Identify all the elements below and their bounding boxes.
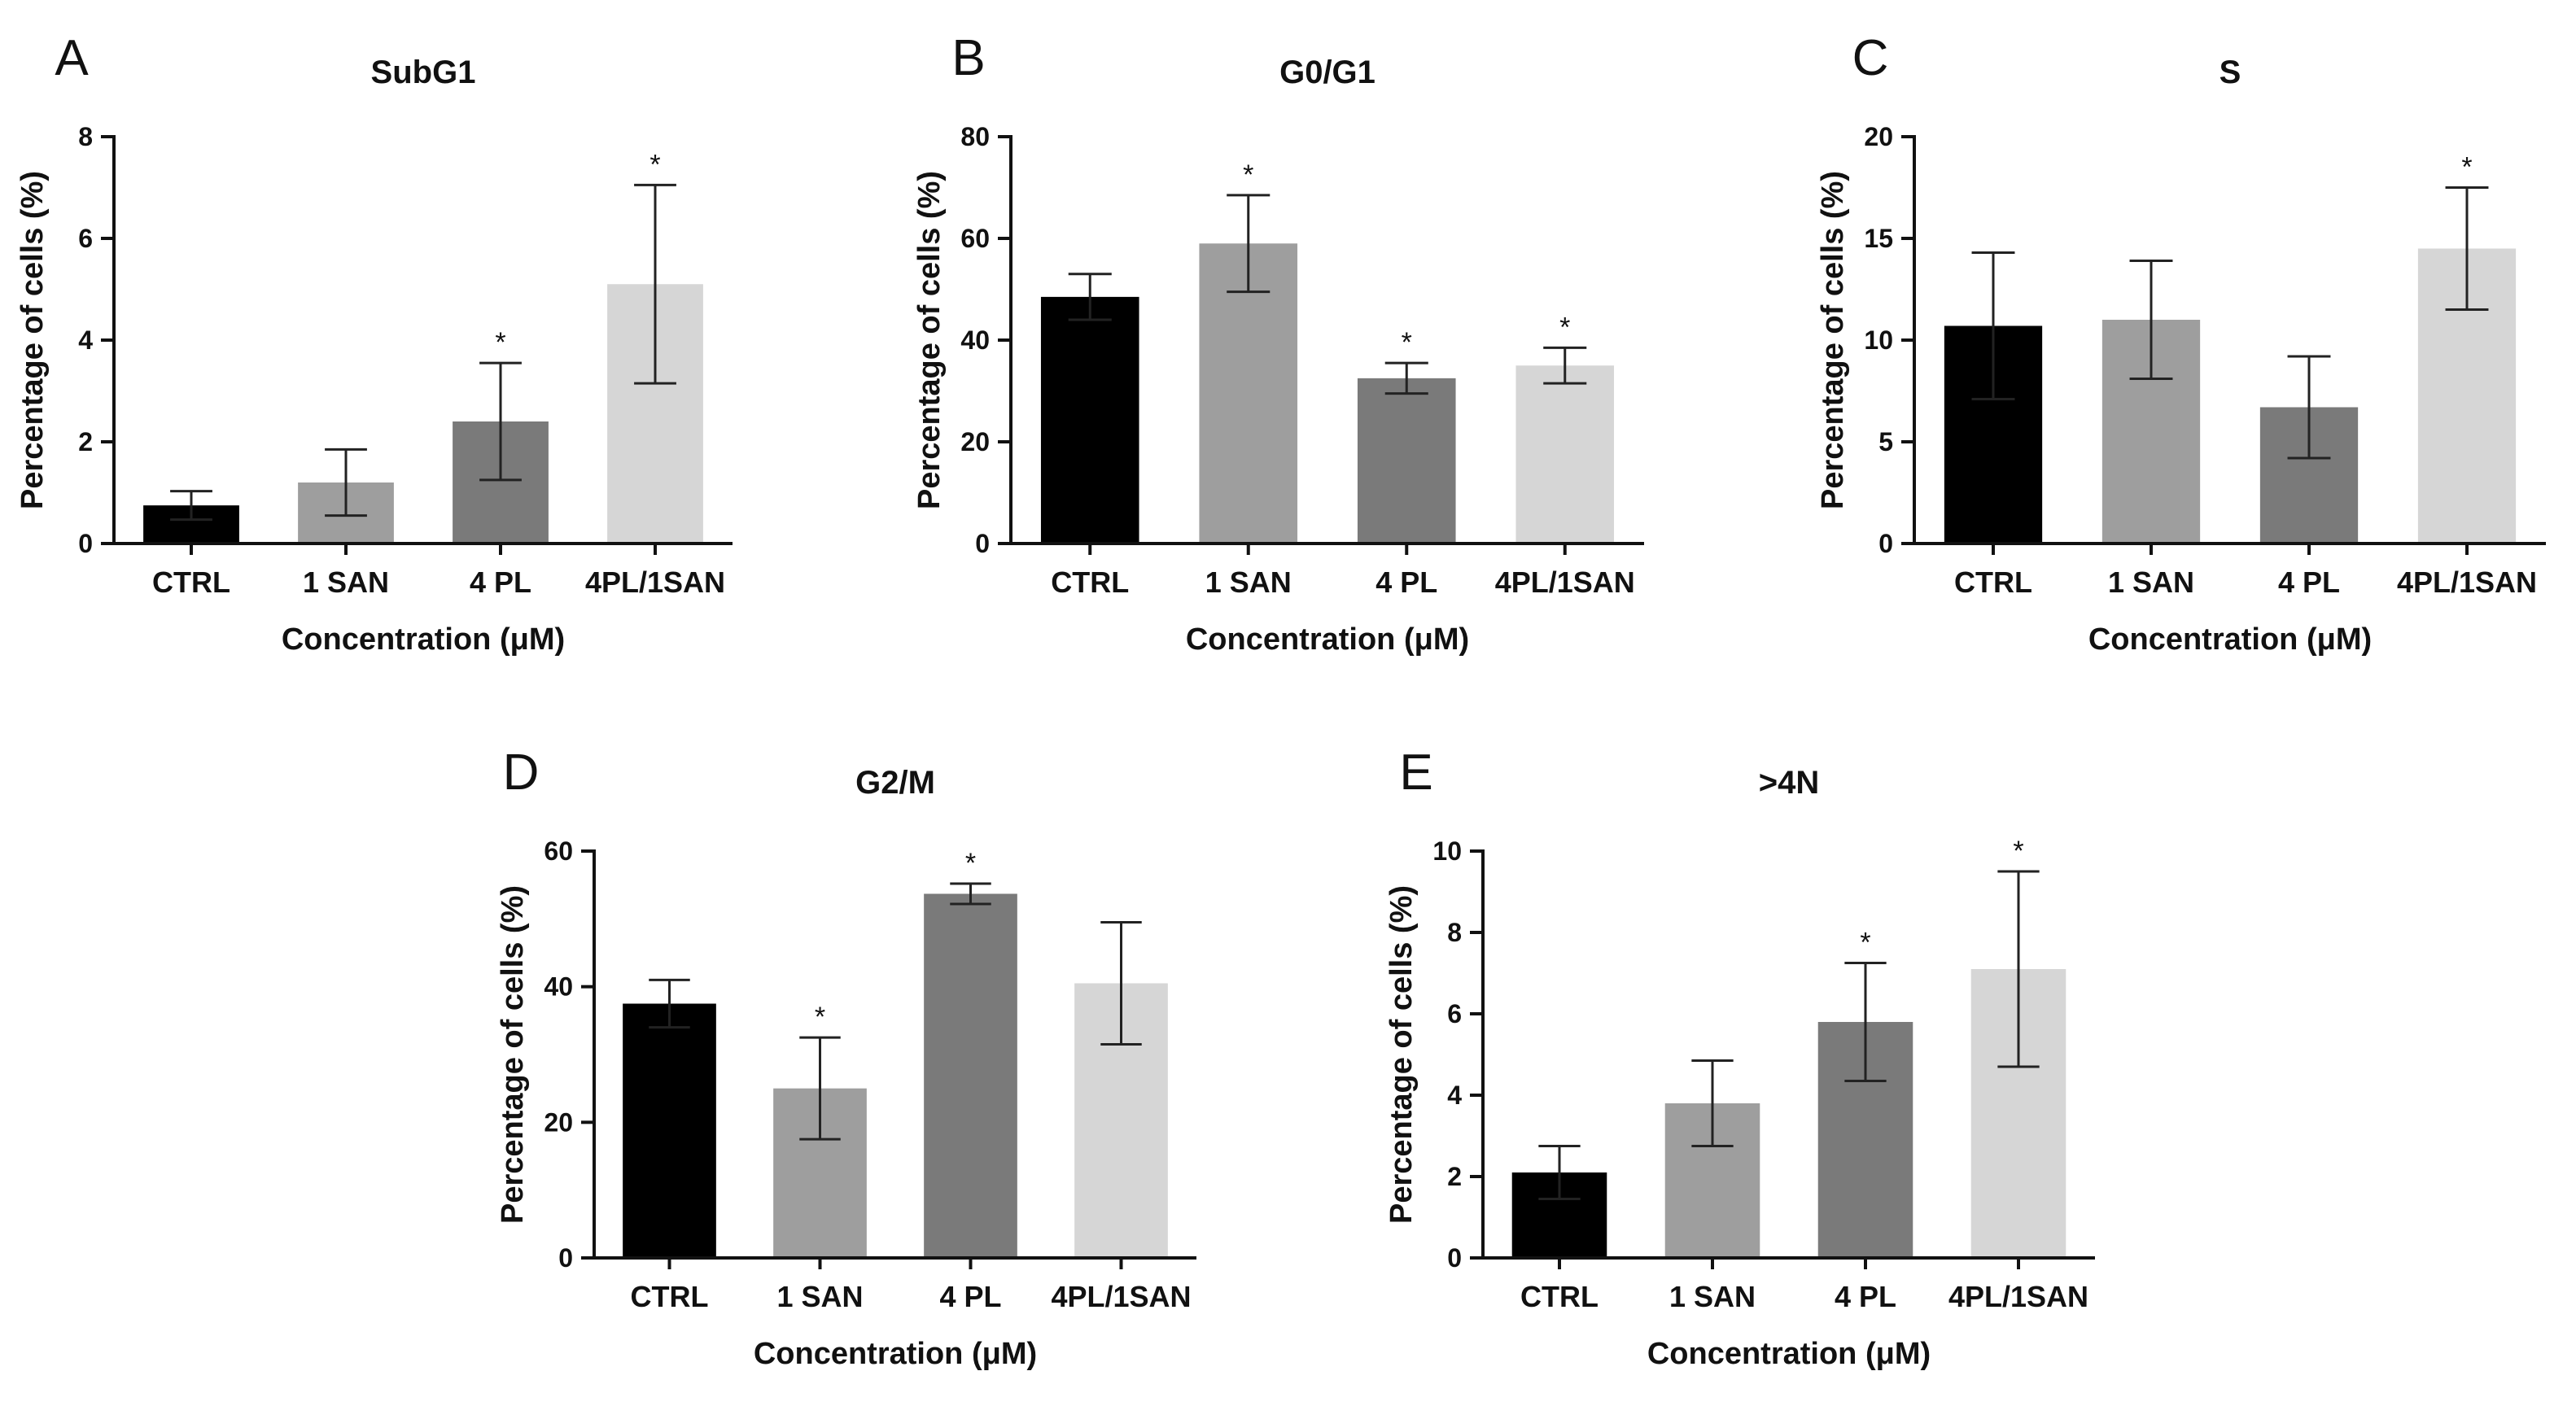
y-tick-label: 0 (558, 1243, 573, 1273)
y-tick-label: 20 (1864, 122, 1893, 151)
y-tick-label: 10 (1864, 325, 1893, 355)
x-tick-label: CTRL (631, 1280, 709, 1313)
chart-title: SubG1 (371, 55, 476, 90)
panel-letter: D (503, 744, 540, 801)
y-tick-label: 4 (78, 325, 93, 355)
x-tick-label: 1 SAN (776, 1280, 863, 1313)
significance-mark: * (965, 848, 976, 879)
y-tick-label: 60 (960, 224, 990, 253)
bar-4-pl (1357, 378, 1456, 544)
y-tick-label: 0 (1447, 1243, 1462, 1273)
y-tick-label: 60 (544, 836, 573, 866)
significance-mark: * (1402, 327, 1412, 358)
x-tick-label: 4PL/1SAN (2397, 565, 2537, 599)
y-tick-label: 40 (960, 325, 990, 355)
x-tick-label: 1 SAN (1205, 565, 1292, 599)
significance-mark: * (1559, 312, 1570, 343)
y-tick-label: 6 (1447, 999, 1462, 1028)
x-tick-label: 4 PL (939, 1280, 1001, 1313)
x-tick-label: 4PL/1SAN (585, 565, 725, 599)
significance-mark: * (1243, 159, 1253, 190)
y-tick-label: 6 (78, 224, 93, 253)
significance-mark: * (649, 149, 660, 180)
x-tick-label: 1 SAN (1669, 1280, 1756, 1313)
y-tick-label: 40 (544, 972, 573, 1002)
x-axis-label: Concentration (μM) (2088, 622, 2372, 657)
x-tick-label: 4PL/1SAN (1051, 1280, 1191, 1313)
y-tick-label: 20 (960, 427, 990, 456)
significance-mark: * (2013, 836, 2023, 867)
y-axis-label: Percentage of cells (%) (912, 171, 947, 509)
y-tick-label: 2 (1447, 1162, 1462, 1191)
significance-mark: * (2461, 152, 2472, 183)
y-tick-label: 8 (78, 122, 93, 151)
panel-c: C S CTRL 1 SAN 4 PL * 4PL/1SAN 0 5 10 15 20 Percenta… (1816, 30, 2546, 657)
panel-a: A SubG1 CTRL 1 SAN * 4 PL * 4PL/1SAN 0 2 4 6 8 Percen… (15, 30, 733, 657)
chart-title: S (2220, 55, 2241, 90)
y-tick-label: 0 (1878, 529, 1893, 558)
y-tick-label: 4 (1447, 1081, 1462, 1110)
panel-d: D G2/M CTRL * 1 SAN * 4 PL 4PL/1SAN 0 20 40 60 Perce… (496, 744, 1196, 1371)
x-tick-label: CTRL (1051, 565, 1129, 599)
chart-title: G0/G1 (1279, 55, 1375, 90)
x-axis-label: Concentration (μM) (1647, 1337, 1931, 1371)
x-tick-label: 1 SAN (303, 565, 389, 599)
x-axis-label: Concentration (μM) (282, 622, 565, 657)
significance-mark: * (815, 1002, 825, 1033)
x-tick-label: CTRL (1954, 565, 2032, 599)
y-tick-label: 20 (544, 1107, 573, 1137)
y-tick-label: 15 (1864, 224, 1893, 253)
bar-1-san (1199, 243, 1298, 544)
y-tick-label: 0 (78, 529, 93, 558)
panel-letter: C (1852, 30, 1889, 86)
significance-mark: * (495, 327, 505, 358)
chart-title: G2/M (855, 765, 935, 801)
x-tick-label: 4PL/1SAN (1495, 565, 1635, 599)
y-axis-label: Percentage of cells (%) (1816, 171, 1850, 509)
bar-ctrl (1040, 296, 1139, 544)
y-axis-label: Percentage of cells (%) (1384, 885, 1419, 1224)
bar-ctrl (623, 1003, 716, 1258)
x-tick-label: CTRL (152, 565, 230, 599)
y-tick-label: 0 (975, 529, 990, 558)
x-tick-label: 4 PL (2278, 565, 2340, 599)
y-axis-label: Percentage of cells (%) (15, 171, 50, 509)
x-tick-label: 4 PL (1835, 1280, 1896, 1313)
x-axis-label: Concentration (μM) (1186, 622, 1469, 657)
y-tick-label: 8 (1447, 918, 1462, 947)
y-tick-label: 2 (78, 427, 93, 456)
bar-4-pl (924, 893, 1017, 1258)
x-axis-label: Concentration (μM) (754, 1337, 1037, 1371)
y-tick-label: 10 (1432, 836, 1462, 866)
x-tick-label: 1 SAN (2108, 565, 2194, 599)
panel-letter: A (55, 30, 89, 86)
y-tick-label: 5 (1878, 427, 1893, 456)
x-tick-label: 4 PL (1375, 565, 1437, 599)
panel-e: E >4N CTRL 1 SAN * 4 PL * 4PL/1SAN 0 2 4 6 8 10 Percen… (1384, 744, 2095, 1371)
x-tick-label: 4 PL (470, 565, 531, 599)
x-tick-label: CTRL (1520, 1280, 1599, 1313)
chart-title: >4N (1759, 765, 1820, 801)
x-tick-label: 4PL/1SAN (1948, 1280, 2088, 1313)
panel-letter: B (951, 30, 985, 86)
y-tick-label: 80 (960, 122, 990, 151)
panel-letter: E (1399, 744, 1432, 801)
bar-4pl-1san (1515, 365, 1615, 544)
panel-b: B G0/G1 CTRL * 1 SAN * 4 PL * 4PL/1SAN 0 20 40 60 80 P… (912, 30, 1644, 657)
significance-mark: * (1860, 928, 1870, 958)
y-axis-label: Percentage of cells (%) (496, 885, 530, 1224)
